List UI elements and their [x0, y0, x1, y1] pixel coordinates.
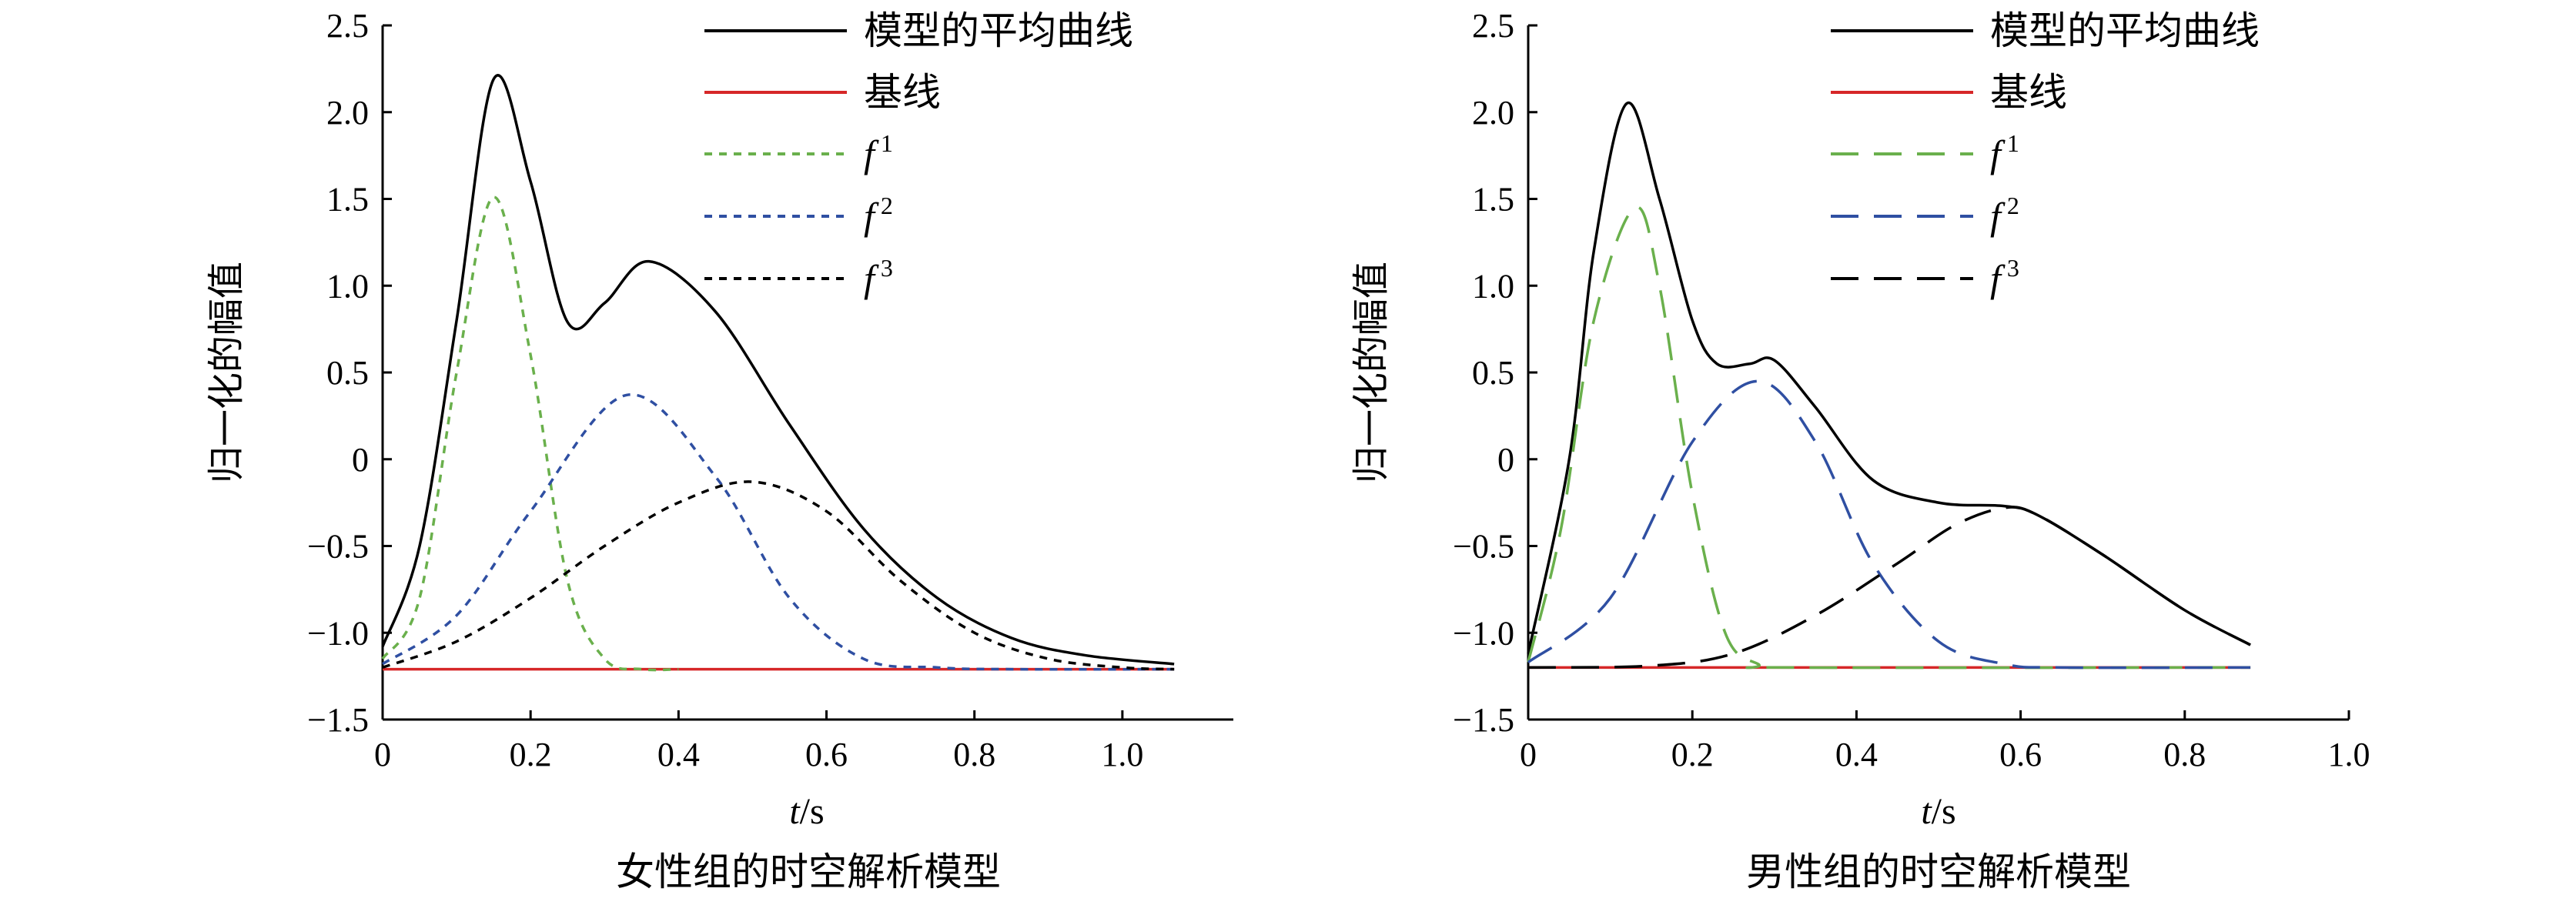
x-tick-label: 0.6 [1999, 736, 2042, 773]
series-line-f2 [382, 393, 1175, 671]
legend-label-baseline: 基线 [864, 71, 941, 114]
y-tick-label: 0 [1497, 441, 1514, 479]
y-tick-label: 1.5 [1472, 181, 1514, 219]
y-tick-label: 0 [352, 441, 369, 479]
y-tick-label: −1.0 [1453, 614, 1514, 652]
x-tick-label: 0.8 [2163, 736, 2206, 773]
y-tick-label: −0.5 [307, 528, 369, 566]
y-tick-label: 2.0 [326, 94, 369, 132]
legend-label-model_avg: 模型的平均曲线 [864, 9, 1133, 52]
x-axis-label: t/s [1921, 791, 1955, 832]
x-tick-label: 0.2 [1671, 736, 1714, 773]
y-tick-label: 1.5 [326, 181, 369, 219]
y-axis-label: 归一化的幅值 [206, 262, 247, 483]
chart-caption: 女性组的时空解析模型 [616, 850, 1001, 893]
chart-panel-2: −1.5 −1.0 −0.5 0 0.5 1.0 1.5 2.0 2.5 0 0.2 0.4 0.6 0.… [1351, 7, 2370, 893]
y-tick-label: 2.0 [1472, 94, 1514, 132]
x-tick-label: 0 [1520, 736, 1537, 773]
legend-label-baseline: 基线 [1990, 71, 2067, 114]
chart-caption: 男性组的时空解析模型 [1746, 850, 2131, 893]
y-tick-label: 0.5 [326, 354, 369, 392]
x-axis-label: t/s [789, 791, 824, 832]
series-line-f3 [382, 480, 1175, 671]
y-axis-label: 归一化的幅值 [1351, 262, 1392, 483]
x-tick-label: 1.0 [1101, 736, 1143, 773]
y-tick-label: 2.5 [326, 7, 369, 45]
y-tick-label: −1.5 [1453, 701, 1514, 739]
y-tick-label: 1.0 [1472, 267, 1514, 305]
x-tick-label: 0.4 [657, 736, 700, 773]
x-tick-label: 0 [374, 736, 391, 773]
x-tick-label: 0.8 [953, 736, 995, 773]
series-line-model_avg [1527, 101, 2251, 654]
y-tick-label: 2.5 [1472, 7, 1514, 45]
y-tick-label: 1.0 [326, 267, 369, 305]
legend-label-model_avg: 模型的平均曲线 [1990, 9, 2260, 52]
x-tick-label: 0.4 [1835, 736, 1878, 773]
y-tick-label: −1.0 [307, 614, 369, 652]
x-tick-label: 0.2 [510, 736, 552, 773]
series-line-model_avg [381, 74, 1175, 666]
x-tick-label: 0.6 [805, 736, 848, 773]
series-line-f3 [1527, 506, 2251, 670]
y-tick-label: −1.5 [307, 701, 369, 739]
chart-panel-1: −1.5 −1.0 −0.5 0 0.5 1.0 1.5 2.0 2.5 0 0.2 0.4 0.6 0.… [206, 7, 1233, 893]
series-line-f2 [1527, 379, 2251, 670]
series-line-f1 [1527, 205, 2251, 670]
x-tick-label: 1.0 [2328, 736, 2370, 773]
y-tick-label: 0.5 [1472, 354, 1514, 392]
y-tick-label: −0.5 [1453, 528, 1514, 566]
